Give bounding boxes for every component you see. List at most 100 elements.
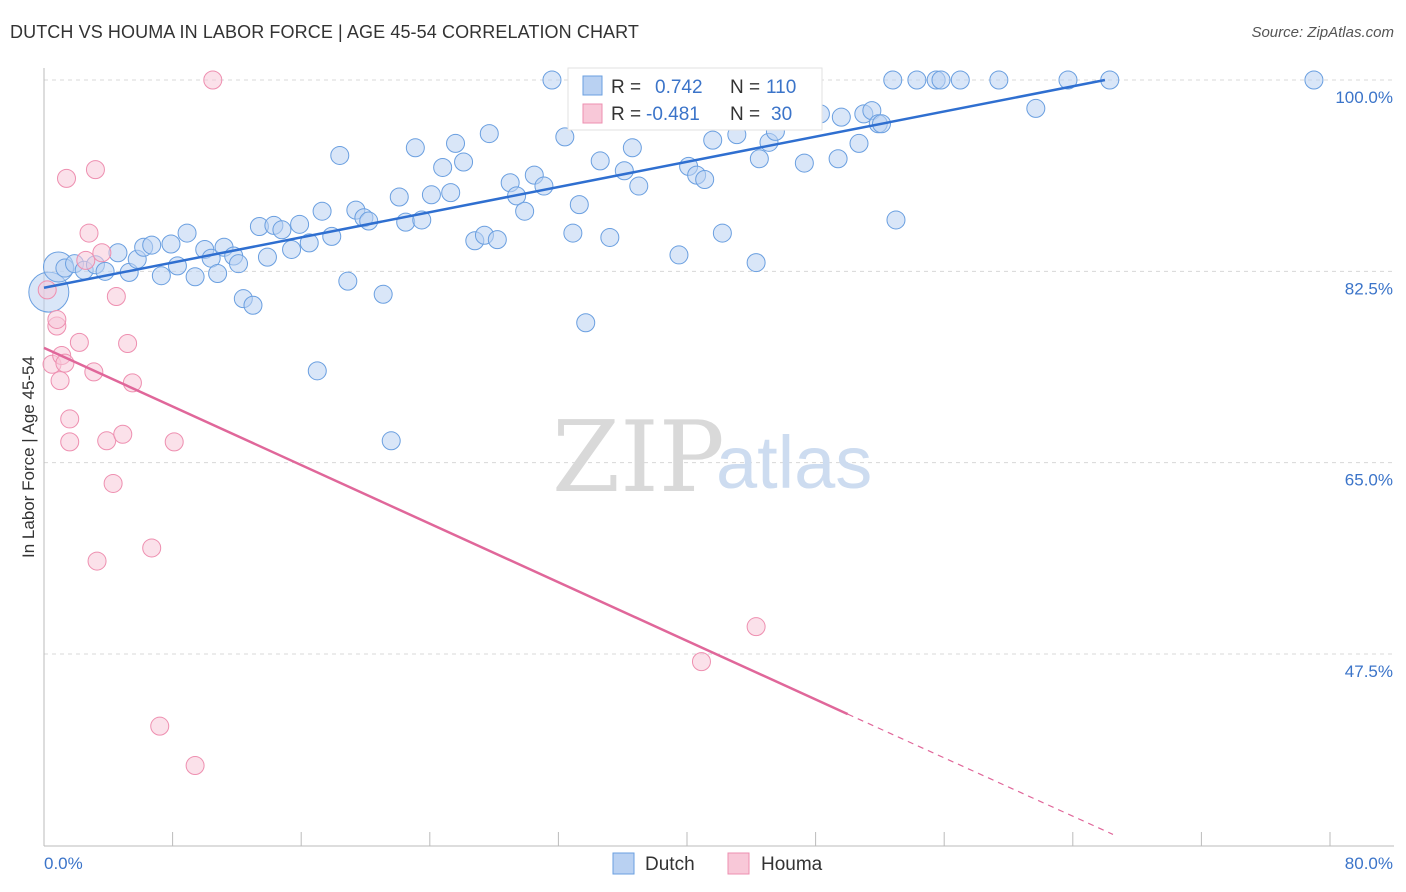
houma-r-label: R = [611,104,641,125]
dutch-point [849,133,869,153]
dutch-point [243,295,263,315]
houma-point [150,716,170,736]
dutch-point [931,70,951,90]
series-legend: Dutch Houma [612,852,823,875]
houma-point [92,243,112,263]
houma-n-value: 30 [771,104,792,125]
dutch-point [290,214,310,234]
legend-label-dutch: Dutch [645,854,695,875]
dutch-point [433,157,453,177]
houma-point [691,652,711,672]
y-tick-label: 47.5% [1345,662,1393,681]
dutch-point [185,267,205,287]
dutch-point [421,185,441,205]
legend-swatch-houma [727,852,750,875]
dutch-n-label: N = [730,77,760,98]
dutch-point [257,247,277,267]
y-tick-labels: 47.5% 65.0% 82.5% 100.0% [1335,88,1393,681]
dutch-point [142,235,162,255]
dutch-point [338,271,358,291]
houma-point [203,70,223,90]
dutch-point [381,431,401,451]
dutch-point [312,201,332,221]
x-tick-label-min: 0.0% [44,854,83,873]
dutch-point [629,176,649,196]
dutch-point [569,195,589,215]
dutch-point [886,210,906,230]
y-tick-label: 65.0% [1345,471,1393,490]
dutch-point [330,145,350,165]
houma-point [164,432,184,452]
dutch-point [515,201,535,221]
y-axis-label: In Labor Force | Age 45-54 [19,356,38,558]
houma-stat-swatch [582,103,603,124]
y-tick-label: 82.5% [1345,279,1393,298]
dutch-point [749,149,769,169]
dutch-point [177,223,197,243]
dutch-point [299,233,319,253]
houma-point [113,424,133,444]
dutch-point [576,313,596,333]
dutch-point [989,70,1009,90]
dutch-point [272,220,292,240]
houma-point [47,309,67,329]
houma-point [106,286,126,306]
houma-point [60,432,80,452]
dutch-point [1026,98,1046,118]
grid-lines [44,79,1394,655]
dutch-point [487,230,507,250]
dutch-point [108,243,128,263]
dutch-point [950,70,970,90]
houma-point [97,431,117,451]
houma-r-value: -0.481 [646,104,700,125]
dutch-point [907,70,927,90]
houma-point [746,617,766,637]
dutch-point [883,70,903,90]
dutch-point [282,239,302,259]
watermark-atlas: atlas [716,421,872,504]
dutch-point [446,133,466,153]
houma-point [103,473,123,493]
dutch-point [373,284,393,304]
dutch-point [600,227,620,247]
dutch-point [542,70,562,90]
houma-point [87,551,107,571]
stats-legend-frame [567,67,823,131]
dutch-point [151,266,171,286]
houma-point [37,280,57,300]
houma-point [60,409,80,429]
dutch-point [359,211,379,231]
legend-label-houma: Houma [761,854,823,875]
houma-n-label: N = [730,104,760,125]
dutch-point [405,138,425,158]
dutch-point [622,138,642,158]
houma-point [79,223,99,243]
trend-lines [43,78,1114,835]
dutch-point [389,187,409,207]
houma-trend-line [43,346,849,716]
dutch-point [703,130,723,150]
dutch-point [614,161,634,181]
x-tick-label-max: 80.0% [1345,854,1393,873]
dutch-r-value: 0.742 [655,77,703,98]
houma-point [85,160,105,180]
dutch-point [229,254,249,274]
dutch-point [590,151,610,171]
dutch-point [669,245,689,265]
dutch-point [454,152,474,172]
houma-point [76,250,96,270]
houma-point [142,538,162,558]
source-credit: Source: ZipAtlas.com [1251,24,1394,41]
chart-title: DUTCH VS HOUMA IN LABOR FORCE | AGE 45-5… [10,22,640,42]
watermark: ZIP atlas [552,401,872,515]
houma-point [50,371,70,391]
y-tick-label: 100.0% [1335,88,1393,107]
dutch-trend-line [43,78,1106,289]
dutch-point [441,183,461,203]
dutch-point [828,149,848,169]
houma-point [69,332,89,352]
houma-points [37,70,766,776]
dutch-r-label: R = [611,77,641,98]
dutch-point [831,107,851,127]
